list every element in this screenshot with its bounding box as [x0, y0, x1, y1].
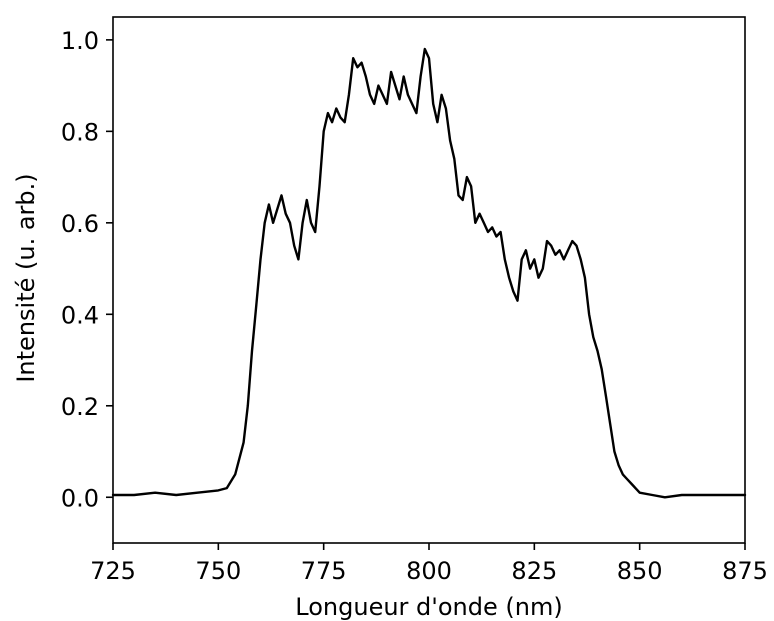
y-axis-ticks: 0.0 0.2 0.4 0.6 0.8 1.0: [61, 27, 113, 512]
y-tick-label: 0.8: [61, 118, 99, 146]
x-tick-label: 875: [722, 557, 768, 585]
y-tick-label: 0.6: [61, 210, 99, 238]
x-tick-label: 800: [406, 557, 452, 585]
x-tick-label: 750: [195, 557, 241, 585]
plot-area-frame: [112, 16, 746, 544]
x-tick-label: 850: [617, 557, 663, 585]
x-tick-label: 775: [301, 557, 347, 585]
x-axis-label: Longueur d'onde (nm): [295, 593, 562, 621]
series-line: [111, 47, 747, 499]
y-tick-label: 0.2: [61, 393, 99, 421]
y-tick-label: 0.0: [61, 484, 99, 512]
y-axis-label: Intensité (u. arb.): [12, 173, 40, 382]
y-tick-label: 1.0: [61, 27, 99, 55]
x-axis-ticks: 725 750 775 800 825 850 875: [90, 543, 768, 585]
y-tick-label: 0.4: [61, 301, 99, 329]
x-tick-label: 825: [511, 557, 557, 585]
x-tick-label: 725: [90, 557, 136, 585]
